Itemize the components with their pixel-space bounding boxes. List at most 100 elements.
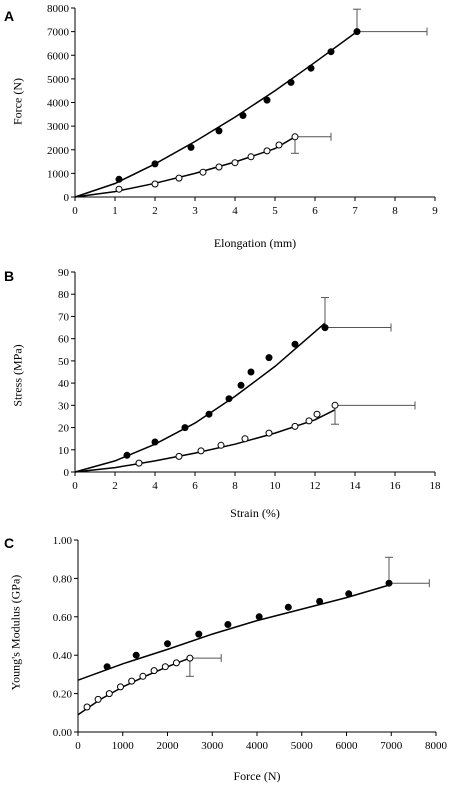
data-point-filled bbox=[132, 651, 140, 659]
x-tick-label: 8 bbox=[232, 480, 238, 492]
trend-line-series-1 bbox=[74, 30, 358, 198]
data-point-open bbox=[197, 447, 205, 455]
trend-line-series-2 bbox=[74, 136, 296, 198]
data-point-open bbox=[105, 690, 113, 698]
x-tick-label: 4000 bbox=[246, 740, 269, 752]
data-point-filled bbox=[151, 160, 159, 168]
x-tick-label: 7 bbox=[352, 205, 358, 217]
data-point-open bbox=[161, 663, 169, 671]
y-tick-label: 5000 bbox=[47, 74, 70, 86]
data-point-filled bbox=[247, 368, 255, 376]
x-axis-label: Elongation (mm) bbox=[213, 236, 297, 250]
data-point-open bbox=[247, 153, 255, 161]
y-tick-label: 0 bbox=[64, 467, 70, 479]
data-point-filled bbox=[327, 48, 335, 56]
trend-line-series-2 bbox=[77, 657, 191, 716]
y-tick-label: 80 bbox=[58, 289, 70, 301]
panel-c: C 0.00 0.20 0.40 0.60 0.80 1.00 0 1000 2000 3000 4… bbox=[0, 525, 454, 787]
data-point-filled bbox=[345, 590, 353, 598]
data-point-filled bbox=[181, 424, 189, 432]
data-point-open bbox=[265, 429, 273, 437]
data-point-filled bbox=[287, 78, 295, 86]
data-point-filled bbox=[225, 395, 233, 403]
panel-a: A 0 1000 2000 3000 4000 5000 6000 7000 8000 0 1 2 3 4… bbox=[0, 0, 454, 262]
y-tick-label: 7000 bbox=[47, 27, 70, 39]
data-point-open bbox=[83, 703, 91, 711]
data-point-filled bbox=[187, 143, 195, 151]
x-tick-label: 1 bbox=[112, 205, 118, 217]
x-tick-label: 1000 bbox=[112, 740, 135, 752]
data-point-open bbox=[186, 654, 194, 662]
data-point-open bbox=[313, 410, 321, 418]
data-point-open bbox=[94, 695, 102, 703]
chart-c: 0.00 0.20 0.40 0.60 0.80 1.00 0 1000 2000 3000 400… bbox=[53, 535, 448, 752]
data-point-filled bbox=[115, 175, 123, 183]
x-tick-label: 0 bbox=[72, 480, 78, 492]
y-tick-label: 10 bbox=[58, 445, 70, 457]
panel-label: B bbox=[4, 268, 15, 284]
data-point-open bbox=[199, 168, 207, 176]
y-tick-label: 8000 bbox=[47, 3, 70, 15]
data-point-filled bbox=[265, 354, 273, 362]
x-tick-label: 8 bbox=[392, 205, 398, 217]
y-tick-label: 60 bbox=[58, 334, 70, 346]
y-tick-label: 50 bbox=[58, 356, 70, 368]
data-point-filled bbox=[123, 451, 131, 459]
x-tick-label: 4 bbox=[152, 480, 158, 492]
x-tick-label: 3000 bbox=[201, 740, 224, 752]
x-tick-label: 0 bbox=[75, 740, 81, 752]
y-tick-label: 0.60 bbox=[53, 612, 73, 624]
data-point-filled bbox=[291, 340, 299, 348]
x-tick-label: 2 bbox=[152, 205, 158, 217]
x-tick-label: 7000 bbox=[380, 740, 403, 752]
data-point-filled bbox=[205, 410, 213, 418]
x-tick-label: 18 bbox=[430, 480, 442, 492]
data-point-filled bbox=[164, 640, 171, 648]
trend-line-series-2 bbox=[74, 409, 336, 473]
y-tick-label: 3000 bbox=[47, 121, 70, 133]
x-tick-label: 9 bbox=[432, 205, 438, 217]
data-point-open bbox=[275, 141, 283, 149]
y-tick-label: 4000 bbox=[47, 98, 70, 110]
x-tick-label: 0 bbox=[72, 205, 78, 217]
data-point-filled bbox=[237, 381, 245, 389]
data-point-open bbox=[241, 435, 249, 443]
y-tick-label: 1000 bbox=[47, 168, 70, 180]
data-point-open bbox=[139, 672, 147, 680]
x-tick-label: 16 bbox=[390, 480, 402, 492]
data-point-open bbox=[291, 133, 299, 141]
y-tick-label: 30 bbox=[58, 400, 70, 412]
x-axis-label: Force (N) bbox=[233, 769, 281, 783]
y-tick-label: 70 bbox=[58, 311, 70, 323]
data-point-filled bbox=[385, 579, 393, 587]
data-point-open bbox=[172, 659, 180, 667]
y-tick-label: 2000 bbox=[47, 145, 70, 157]
data-point-open bbox=[331, 401, 339, 409]
chart-b: 0 10 20 30 40 50 60 70 80 90 0 2 4 6 8 10 12 14 16 18 bbox=[58, 267, 442, 492]
x-tick-label: 14 bbox=[350, 480, 362, 492]
data-point-open bbox=[305, 417, 313, 425]
panel-label: A bbox=[4, 8, 15, 24]
data-point-filled bbox=[316, 597, 324, 605]
x-tick-label: 6 bbox=[192, 480, 198, 492]
x-tick-label: 6 bbox=[312, 205, 318, 217]
data-point-filled bbox=[224, 621, 232, 628]
x-tick-label: 2 bbox=[112, 480, 118, 492]
data-point-filled bbox=[151, 438, 159, 446]
x-tick-label: 10 bbox=[270, 480, 282, 492]
chart-a: 0 1000 2000 3000 4000 5000 6000 7000 8000 0 1 2 3 4 5 6… bbox=[47, 3, 438, 217]
data-point-open bbox=[151, 180, 159, 188]
data-point-filled bbox=[103, 663, 111, 671]
panel-b: B 0 10 20 30 40 50 60 70 80 90 0 2 4 6 8 10 12 14 16 18 Str… bbox=[0, 262, 454, 525]
data-point-open bbox=[291, 422, 299, 430]
data-point-open bbox=[117, 683, 124, 691]
data-point-filled bbox=[284, 603, 292, 611]
data-point-filled bbox=[263, 96, 271, 104]
y-axis-label: Young's Modulus (GPa) bbox=[8, 574, 23, 691]
data-point-open bbox=[135, 459, 143, 467]
x-tick-label: 6000 bbox=[336, 740, 359, 752]
trend-line-series-1 bbox=[77, 584, 390, 681]
y-tick-label: 40 bbox=[58, 378, 70, 390]
data-point-filled bbox=[195, 630, 203, 638]
x-tick-label: 5 bbox=[272, 205, 278, 217]
